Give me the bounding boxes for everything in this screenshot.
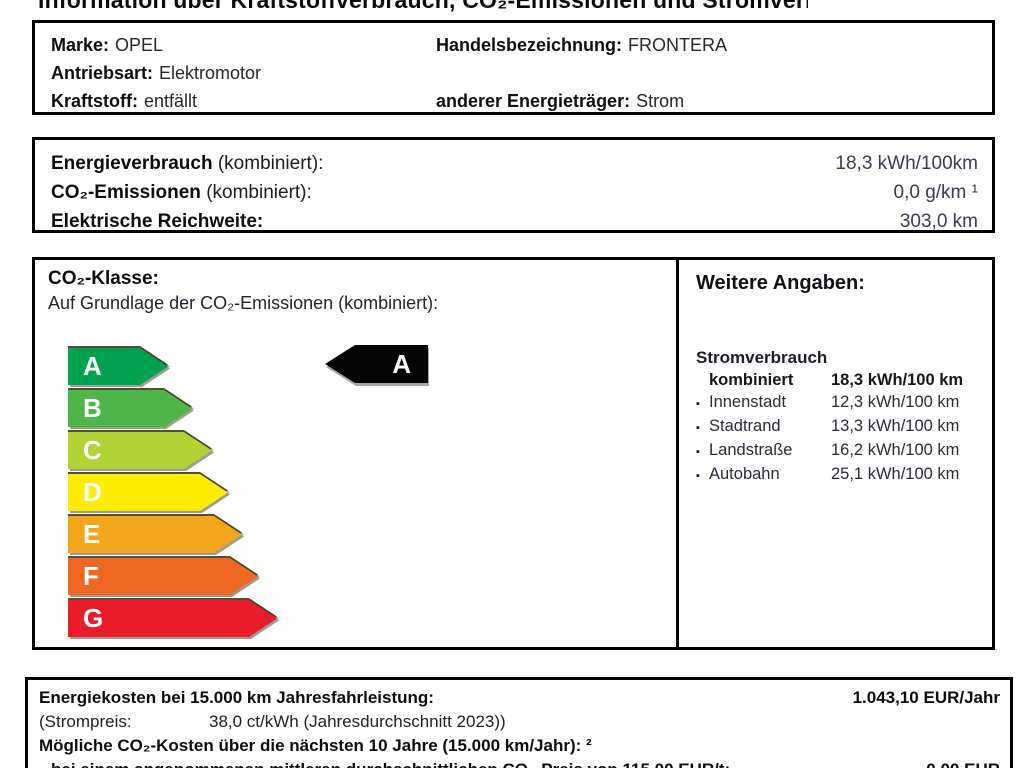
co2-class-scale: A B C D E F G (68, 348, 277, 637)
bullet-icon: • (39, 759, 51, 768)
marke-label: Marke: (51, 35, 110, 55)
co2-class-bar: C (68, 432, 277, 469)
consumption-detail-row: ▪ Stadtrand 13,3 kWh/100 km (696, 415, 984, 439)
co2-class-letter: D (83, 477, 102, 507)
stromverbrauch-heading: Stromverbrauch (696, 348, 828, 367)
consumption-detail-label: Stadtrand (709, 417, 781, 435)
strompreis-row: (Strompreis: 38,0 ct/kWh (Jahresdurchschn… (39, 710, 1000, 734)
co2-class-bar: A (68, 348, 277, 385)
co2-kosten-heading: Mögliche CO₂-Kosten über die nächsten 10… (39, 736, 592, 755)
weitere-angaben-pane: Weitere Angaben: Stromverbrauch kombinie… (679, 260, 992, 647)
vehicle-info-row: Marke: OPEL Handelsbezeichnung: FRONTERA (51, 31, 992, 59)
co2-kosten-value: 0,00 EUR (926, 758, 1000, 768)
vehicle-info-box: Marke: OPEL Handelsbezeichnung: FRONTERA A… (32, 20, 995, 115)
consumption-detail-label: Autobahn (709, 465, 780, 483)
vehicle-info-row: Antriebsart: Elektromotor (51, 59, 992, 87)
bullet-icon: ▪ (696, 470, 700, 482)
energiekosten-label: Energiekosten bei 15.000 km Jahresfahrle… (39, 688, 434, 707)
consumption-detail-row: ▪ Autobahn 25,1 kWh/100 km (696, 463, 984, 487)
consumption-detail-label: Landstraße (709, 441, 793, 459)
assigned-class-arrow-shape: A (325, 345, 428, 383)
co2-class-pane: CO₂-Klasse: Auf Grundlage der CO₂-Emissi… (35, 260, 676, 647)
costs-box: Energiekosten bei 15.000 km Jahresfahrle… (25, 677, 1013, 768)
marke-value: OPEL (115, 35, 164, 55)
consumption-detail-row: kombiniert 18,3 kWh/100 km (696, 369, 984, 391)
vertical-divider (676, 260, 679, 647)
energiekosten-row: Energiekosten bei 15.000 km Jahresfahrle… (39, 686, 1000, 710)
bullet-icon: ▪ (696, 422, 700, 434)
stromverbrauch-table: kombiniert 18,3 kWh/100 km ▪ Innenstadt … (696, 369, 984, 487)
reichweite-label: Elektrische Reichweite: (51, 211, 264, 232)
co2-kosten-label: bei einem angenommenen mittleren durchsc… (51, 760, 730, 768)
consumption-detail-value: 16,2 kWh/100 km (831, 441, 960, 459)
co2-class-heading: CO₂-Klasse: (48, 268, 159, 289)
co2-class-bar: B (68, 390, 277, 427)
co2-kosten-row: •bei einem angenommenen mittleren durchs… (39, 758, 1000, 768)
assigned-class-letter: A (392, 349, 411, 379)
consumption-detail-label: kombiniert (709, 371, 794, 389)
co2-class-letter: E (83, 519, 101, 549)
co2-class-letter: B (83, 393, 102, 423)
co2-class-subtitle: Auf Grundlage der CO₂-Emissionen (kombin… (48, 293, 439, 313)
handelsbezeichnung-value: FRONTERA (628, 35, 728, 55)
assigned-class-arrow: A (325, 345, 428, 383)
co2-class-bar: F (68, 558, 277, 595)
co2-class-letter: F (83, 561, 99, 591)
consumption-detail-label: Innenstadt (709, 393, 787, 411)
consumption-detail-value: 12,3 kWh/100 km (831, 393, 960, 411)
page-title-text: Information über Kraftstoffverbrauch, CO… (38, 0, 808, 13)
kraftstoff-value: entfällt (144, 91, 198, 111)
handelsbezeichnung-label: Handelsbezeichnung: (436, 35, 623, 55)
co2-class-bar: E (68, 516, 277, 553)
energieverbrauch-row: Energieverbrauch (kombiniert): 18,3 kWh/… (51, 149, 978, 178)
page-title: Information über Kraftstoffverbrauch, CO… (38, 0, 808, 17)
bullet-icon: ▪ (696, 398, 700, 410)
strompreis-label: (Strompreis: (39, 712, 132, 731)
antriebsart-label: Antriebsart: (51, 63, 154, 83)
co2-class-bar: D (68, 474, 277, 511)
consumption-detail-row: ▪ Innenstadt 12,3 kWh/100 km (696, 391, 984, 415)
co2-class-letter: A (83, 351, 102, 381)
energieverbrauch-label: Energieverbrauch (51, 153, 213, 174)
consumption-box: Energieverbrauch (kombiniert): 18,3 kWh/… (32, 137, 995, 233)
co2-class-letter: C (83, 435, 102, 465)
weitere-angaben-heading: Weitere Angaben: (696, 272, 865, 294)
co2-class-letter: G (83, 603, 104, 633)
consumption-detail-value: 13,3 kWh/100 km (831, 417, 960, 435)
strompreis-value: 38,0 ct/kWh (Jahresdurchschnitt 2023)) (209, 712, 506, 731)
kraftstoff-label: Kraftstoff: (51, 91, 138, 111)
energietraeger-value: Strom (636, 91, 685, 111)
co2-emissionen-row: CO₂-Emissionen (kombiniert): 0,0 g/km ¹ (51, 178, 978, 207)
co2-emissionen-label: CO₂-Emissionen (51, 182, 201, 203)
consumption-detail-row: ▪ Landstraße 16,2 kWh/100 km (696, 439, 984, 463)
co2-class-bar: G (68, 600, 277, 637)
antriebsart-value: Elektromotor (159, 63, 262, 83)
energietraeger-label: anderer Energieträger: (436, 91, 631, 111)
co2-class-box: CO₂-Klasse: Auf Grundlage der CO₂-Emissi… (32, 257, 995, 650)
vehicle-info-row: Kraftstoff: entfällt anderer Energieträge… (51, 87, 992, 115)
bullet-icon: ▪ (696, 446, 700, 458)
energiekosten-value: 1.043,10 EUR/Jahr (852, 688, 1000, 707)
reichweite-row: Elektrische Reichweite: 303,0 km (51, 207, 978, 236)
energieverbrauch-value: 18,3 kWh/100km (835, 153, 978, 174)
consumption-detail-value: 25,1 kWh/100 km (831, 465, 960, 483)
reichweite-value: 303,0 km (899, 211, 978, 232)
co2-emissionen-value: 0,0 g/km ¹ (893, 182, 978, 203)
consumption-detail-value: 18,3 kWh/100 km (831, 371, 964, 389)
